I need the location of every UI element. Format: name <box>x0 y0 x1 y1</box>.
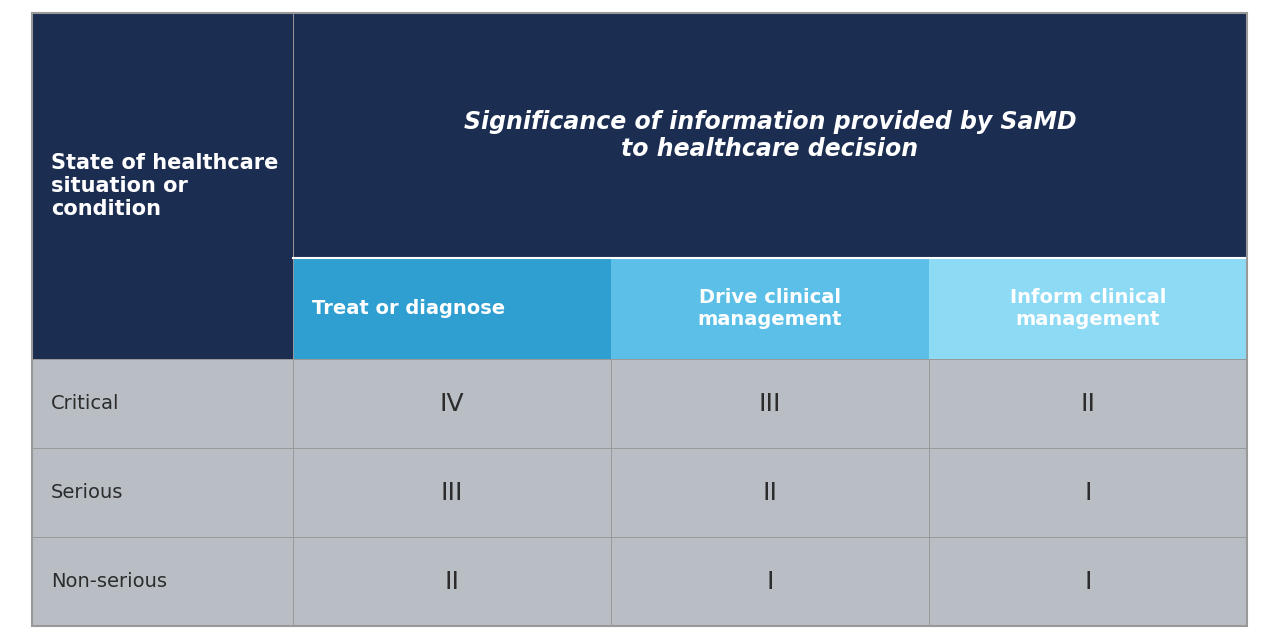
Text: Inform clinical
management: Inform clinical management <box>1010 288 1166 329</box>
Text: Critical: Critical <box>51 394 120 413</box>
Text: State of healthcare
situation or
condition: State of healthcare situation or conditi… <box>51 153 279 219</box>
Bar <box>611 359 929 449</box>
Text: Drive clinical
management: Drive clinical management <box>698 288 843 329</box>
Text: IV: IV <box>440 392 464 416</box>
Bar <box>929 258 1247 359</box>
Bar <box>293 13 1247 258</box>
Bar <box>929 359 1247 449</box>
Bar <box>611 258 929 359</box>
Bar <box>32 359 293 449</box>
Text: II: II <box>762 481 778 505</box>
Bar <box>32 449 293 537</box>
Text: Non-serious: Non-serious <box>51 573 168 591</box>
Bar <box>611 537 929 626</box>
Bar <box>929 449 1247 537</box>
Text: Serious: Serious <box>51 483 124 502</box>
Bar <box>293 449 611 537</box>
Bar <box>293 258 611 359</box>
Bar <box>32 13 293 359</box>
Text: Treat or diagnose: Treat or diagnose <box>312 299 505 318</box>
Bar <box>929 537 1247 626</box>
Text: III: III <box>441 481 463 505</box>
Text: I: I <box>766 570 774 594</box>
Text: II: II <box>1081 392 1096 416</box>
Bar <box>611 449 929 537</box>
Bar <box>32 537 293 626</box>
Bar <box>293 359 611 449</box>
Text: I: I <box>1085 570 1092 594</box>
Text: I: I <box>1085 481 1092 505</box>
Text: Significance of information provided by SaMD
to healthcare decision: Significance of information provided by … <box>464 109 1077 162</box>
Text: II: II <box>445 570 459 594</box>
Text: III: III <box>758 392 781 416</box>
Bar <box>293 537 611 626</box>
